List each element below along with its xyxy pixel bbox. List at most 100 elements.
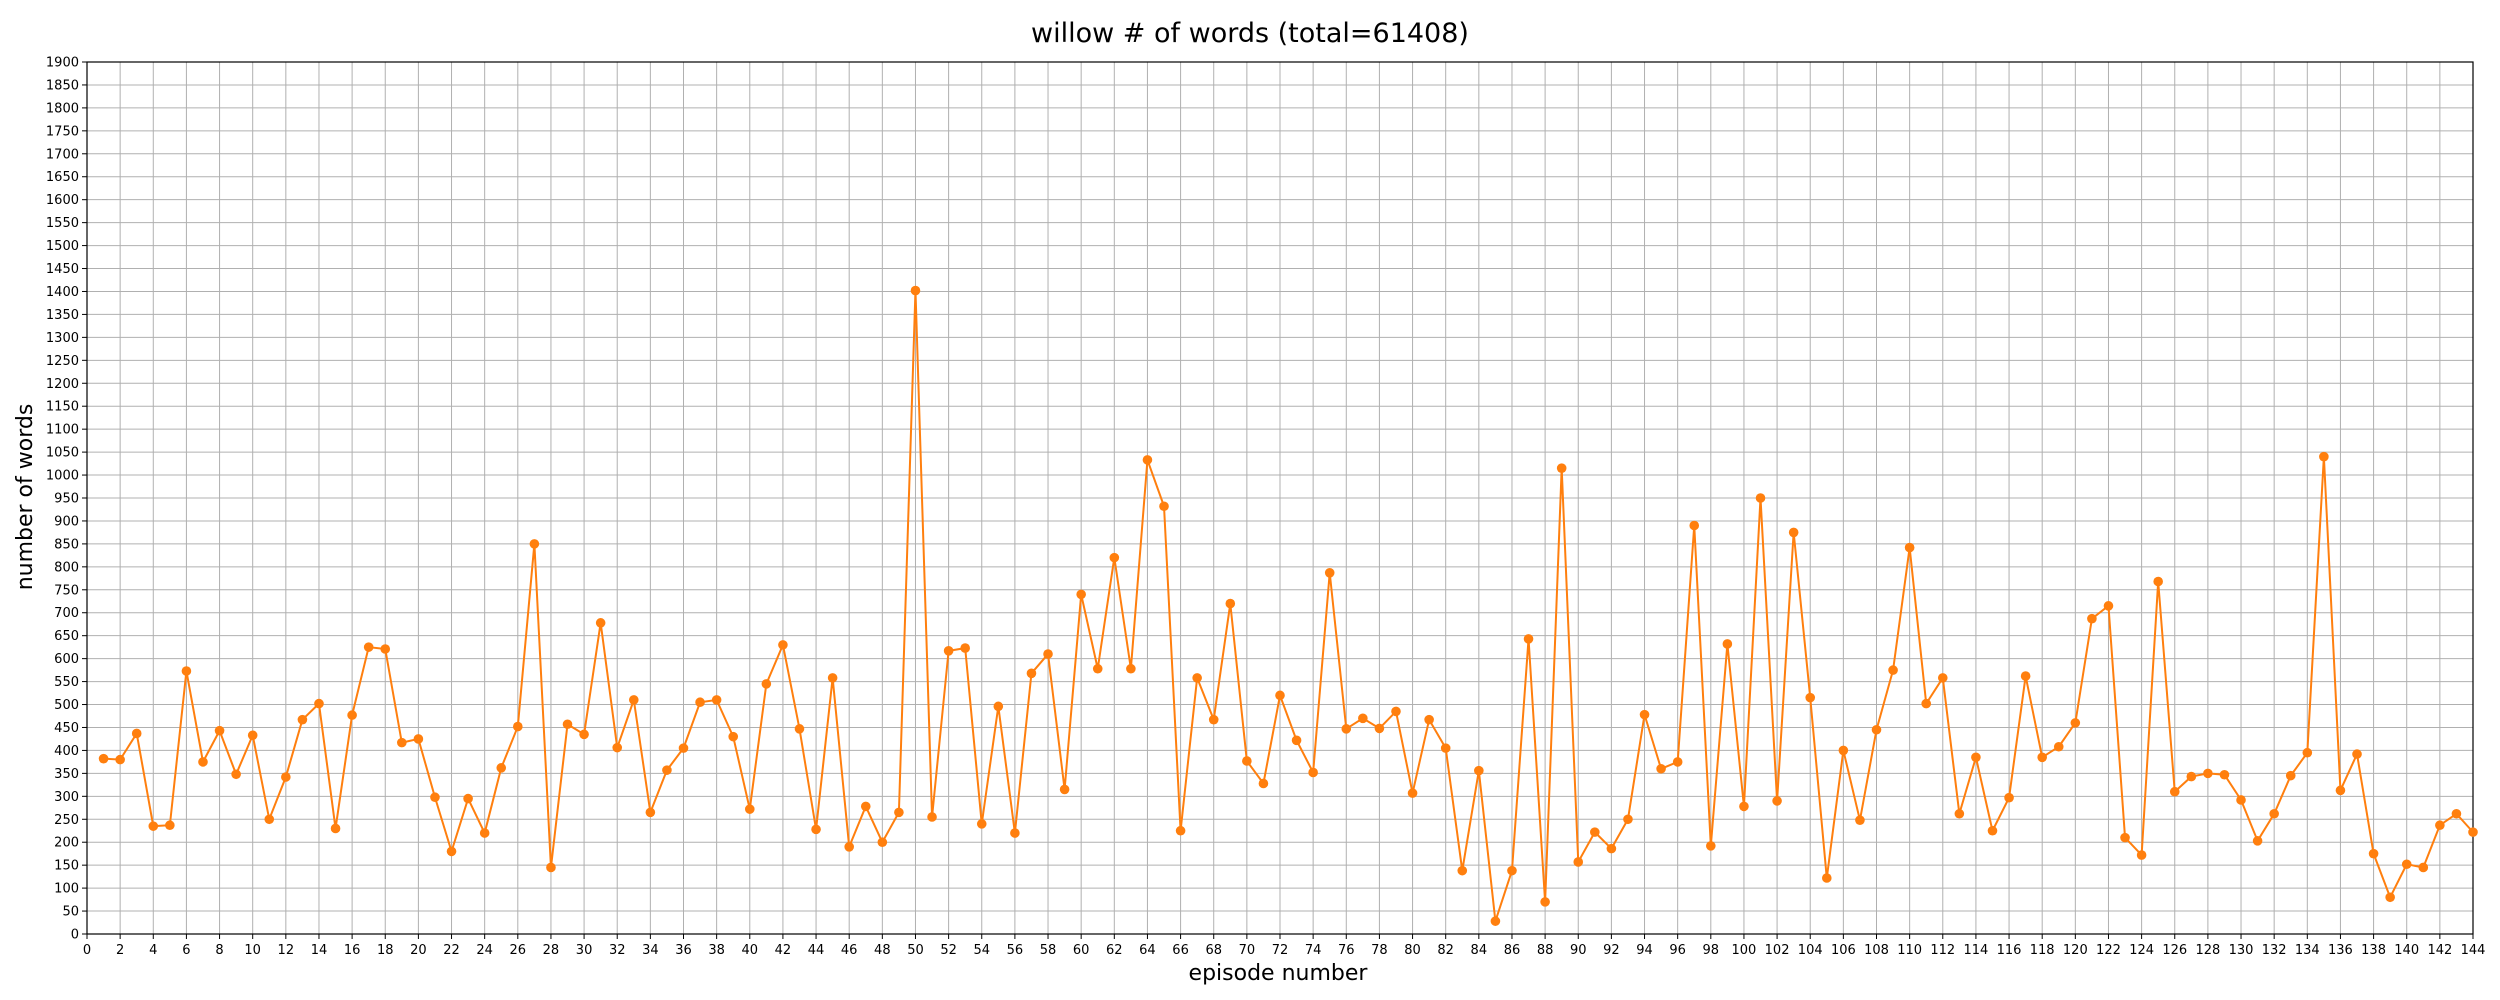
y-tick-label: 1250 <box>46 354 79 369</box>
x-tick-label: 0 <box>83 943 91 958</box>
data-point <box>1656 763 1666 774</box>
plot-frame <box>86 61 2474 935</box>
x-tick-label: 8 <box>215 943 223 958</box>
x-tick-label: 78 <box>1371 943 1388 958</box>
data-point <box>314 698 324 709</box>
x-tick-label: 34 <box>642 943 659 958</box>
y-tick-label: 150 <box>54 859 79 874</box>
data-point <box>1358 713 1368 724</box>
data-point <box>1523 634 1534 644</box>
x-tick-label: 44 <box>808 943 825 958</box>
x-tick-label: 140 <box>2394 943 2419 958</box>
x-tick-label: 136 <box>2328 943 2353 958</box>
x-tick-label: 4 <box>149 943 157 958</box>
data-point <box>148 821 159 831</box>
data-point <box>844 842 854 852</box>
data-point <box>1092 663 1103 674</box>
gridlines <box>86 61 2474 935</box>
data-point <box>297 714 308 725</box>
data-point <box>1490 916 1501 926</box>
data-point <box>1838 745 1849 756</box>
y-tick-label: 850 <box>54 537 79 552</box>
x-tick-label: 24 <box>476 943 493 958</box>
y-tick-label: 900 <box>54 514 79 529</box>
data-point <box>2136 850 2147 860</box>
x-tick-label: 70 <box>1239 943 1256 958</box>
data-point <box>181 666 192 676</box>
data-point <box>1755 493 1766 503</box>
y-tick-label: 400 <box>54 744 79 759</box>
data-point <box>1076 589 1086 600</box>
x-tick-label: 54 <box>973 943 990 958</box>
x-tick-label: 80 <box>1404 943 1421 958</box>
x-tick-label: 98 <box>1703 943 1720 958</box>
y-tick-label: 950 <box>54 492 79 507</box>
x-tick-label: 108 <box>1864 943 1889 958</box>
data-point <box>2418 862 2429 873</box>
data-point <box>1855 815 1865 825</box>
x-tick-label: 96 <box>1669 943 1686 958</box>
x-tick-label: 72 <box>1272 943 1289 958</box>
y-tick-label: 1200 <box>46 377 79 392</box>
data-point <box>2219 769 2230 780</box>
data-point <box>1788 527 1799 538</box>
data-point <box>1639 709 1650 720</box>
data-point <box>877 837 888 848</box>
data-point <box>446 846 457 857</box>
x-tick-label: 110 <box>1897 943 1922 958</box>
x-tick-label: 48 <box>874 943 891 958</box>
data-point <box>1440 743 1451 753</box>
data-point <box>115 754 125 765</box>
data-point <box>595 618 606 628</box>
data-point <box>2020 671 2031 681</box>
data-point <box>910 285 921 296</box>
data-point <box>1904 542 1915 553</box>
x-tick-label: 22 <box>443 943 460 958</box>
data-point <box>131 728 142 739</box>
x-tick-label: 60 <box>1073 943 1090 958</box>
x-tick-label: 20 <box>410 943 427 958</box>
data-point <box>1308 767 1318 778</box>
data-point <box>1739 801 1749 812</box>
data-point <box>579 729 589 740</box>
x-tick-label: 40 <box>742 943 759 958</box>
y-tick-label: 1900 <box>46 56 79 71</box>
data-point <box>98 753 109 764</box>
x-tick-label: 32 <box>609 943 626 958</box>
data-point <box>1391 706 1401 717</box>
data-point <box>2435 820 2445 831</box>
y-tick-label: 1500 <box>46 239 79 254</box>
x-tick-label: 76 <box>1338 943 1355 958</box>
data-point <box>778 640 788 650</box>
x-tick-label: 132 <box>2262 943 2287 958</box>
data-point <box>1606 843 1617 854</box>
x-tick-label: 58 <box>1040 943 1057 958</box>
y-tick-label: 800 <box>54 560 79 575</box>
y-tick-label: 500 <box>54 698 79 713</box>
data-point <box>1706 841 1716 851</box>
data-point <box>1341 724 1352 734</box>
data-point <box>1474 765 1484 776</box>
y-tick-label: 1300 <box>46 331 79 346</box>
x-tick-label: 116 <box>1997 943 2022 958</box>
data-point <box>2319 451 2329 462</box>
y-tick-label: 1100 <box>46 423 79 438</box>
x-tick-label: 2 <box>116 943 124 958</box>
data-point <box>198 757 208 767</box>
data-point <box>976 819 987 829</box>
data-point <box>960 643 970 653</box>
data-point <box>1242 756 1252 766</box>
x-tick-label: 14 <box>311 943 328 958</box>
data-point <box>2468 827 2478 837</box>
data-point <box>2252 836 2263 846</box>
data-point <box>744 804 755 814</box>
data-point <box>1043 649 1053 659</box>
data-point <box>711 695 722 705</box>
x-tick-label: 74 <box>1305 943 1322 958</box>
x-tick-label: 138 <box>2361 943 2386 958</box>
data-point <box>2153 576 2163 587</box>
x-tick-label: 68 <box>1205 943 1222 958</box>
data-point <box>1805 692 1816 703</box>
data-point <box>612 742 623 753</box>
data-point <box>1275 690 1285 701</box>
